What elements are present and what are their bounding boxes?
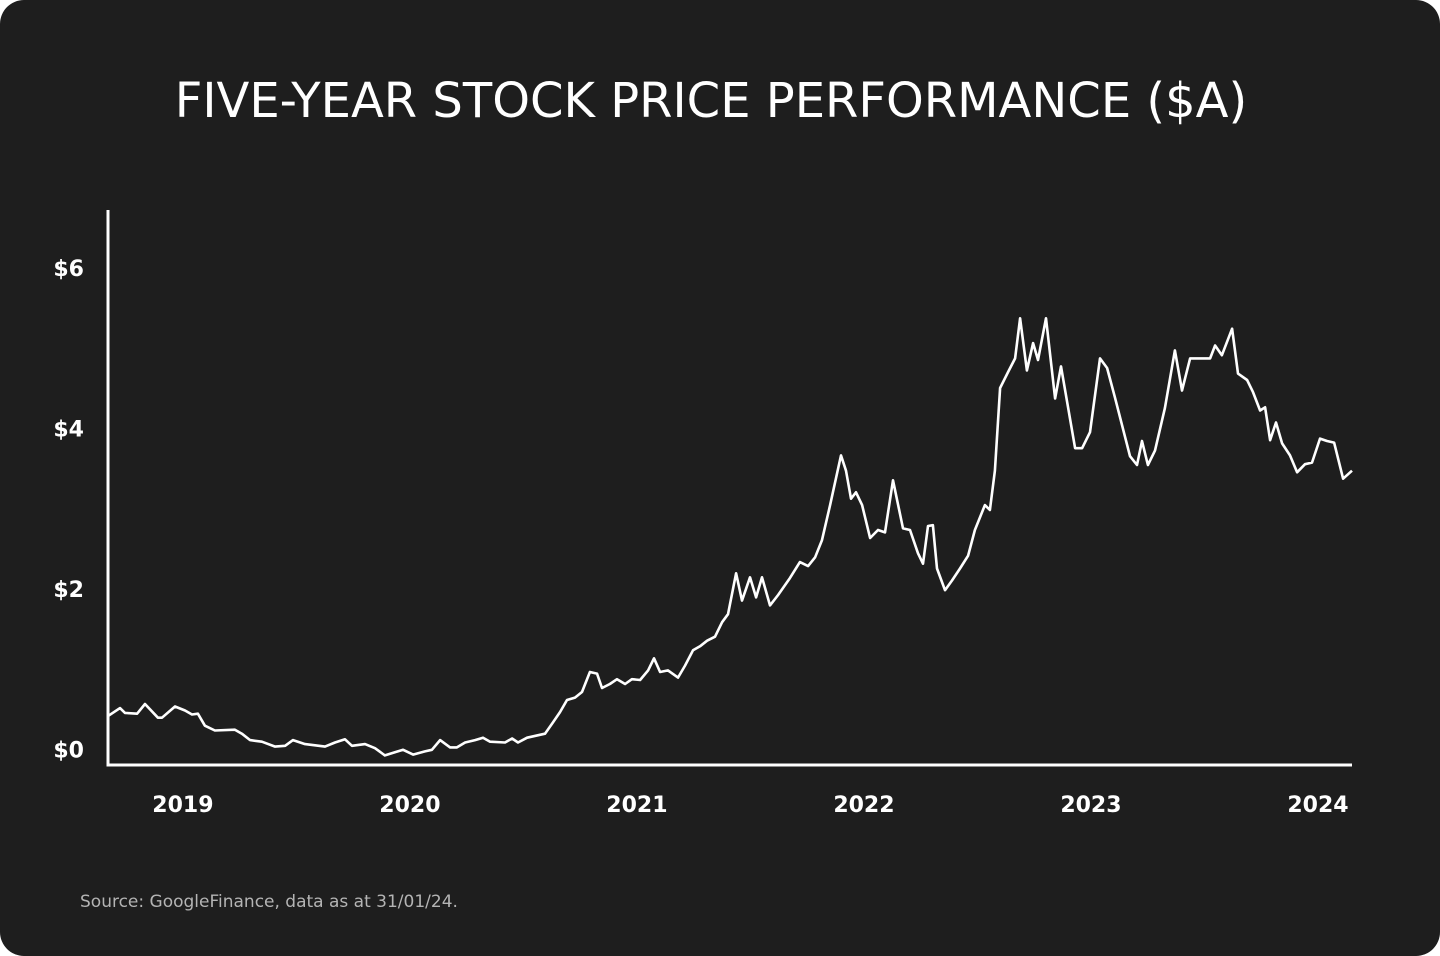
x-tick-label: 2021: [606, 793, 667, 818]
price-line: [107, 317, 1353, 757]
y-tick-label: $6: [53, 257, 84, 282]
x-tick-label: 2019: [152, 793, 213, 818]
x-tick-label: 2024: [1287, 793, 1348, 818]
y-tick-label: $4: [53, 418, 84, 443]
y-tick-label: $2: [53, 578, 84, 603]
source-note: Source: GoogleFinance, data as at 31/01/…: [80, 892, 458, 912]
x-tick-label: 2022: [833, 793, 894, 818]
chart-title: FIVE-YEAR STOCK PRICE PERFORMANCE ($A): [175, 73, 1247, 129]
y-tick-label: $0: [53, 738, 84, 763]
x-tick-label: 2023: [1060, 793, 1121, 818]
x-tick-label: 2020: [379, 793, 440, 818]
